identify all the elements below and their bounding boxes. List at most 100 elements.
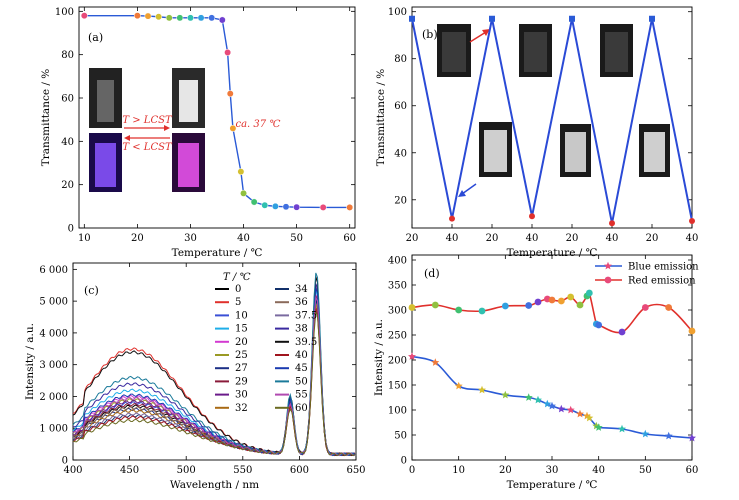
a-vial-photos (89, 68, 205, 192)
x-tick-label: 20 (646, 233, 659, 244)
data-point (689, 217, 695, 224)
x-tick-label: 20 (406, 233, 419, 244)
x-tick-label: 40 (446, 233, 459, 244)
data-point (408, 352, 416, 360)
data-point (155, 13, 163, 21)
x-tick-label: 10 (78, 233, 91, 244)
cuvette-photo-3-inner (605, 32, 628, 72)
legend-label: 29 (235, 376, 248, 387)
x-tick-label: 40 (526, 233, 539, 244)
y-tick-label: 80 (61, 50, 74, 61)
data-point (548, 401, 556, 410)
data-point (548, 296, 556, 304)
legend-label: 30 (235, 390, 248, 401)
panel-label: (a) (88, 31, 103, 44)
data-point (240, 189, 247, 197)
data-point (576, 409, 584, 418)
data-point (618, 328, 626, 336)
data-point (250, 198, 258, 206)
x-axis-label: Wavelength / nm (170, 479, 259, 491)
cool-label: T < LCST (122, 142, 173, 153)
cuvette-photo-1-inner (442, 32, 466, 72)
cuvette-photo-5-inner (565, 132, 586, 172)
y-tick-label: 4 000 (39, 328, 68, 339)
data-point (229, 124, 237, 132)
x-tick-label: 60 (686, 465, 699, 476)
a-data (80, 12, 354, 211)
legend-label: 10 (235, 310, 248, 321)
data-point (237, 168, 245, 176)
x-tick-label: 600 (290, 465, 309, 476)
data-point (534, 395, 542, 404)
blue-emission-line (411, 355, 693, 439)
legend-label: 20 (235, 337, 248, 348)
data-point (319, 203, 327, 211)
d-legend: Blue emission Red emission (595, 262, 699, 287)
y-tick-label: 60 (61, 94, 74, 105)
legend-label: 45 (295, 363, 308, 374)
data-point (501, 390, 510, 399)
y-tick-label: 100 (55, 7, 74, 18)
data-point (218, 16, 226, 24)
legend-label: 39.5 (295, 337, 317, 348)
legend-title: T / ℃ (223, 272, 251, 283)
y-tick-label: 80 (394, 54, 407, 65)
data-point (431, 301, 439, 309)
y-tick-label: 5 000 (39, 297, 68, 308)
data-point (534, 298, 542, 306)
legend-label: 36 (295, 297, 308, 308)
data-point (688, 433, 696, 442)
legend-marker (604, 261, 612, 270)
x-tick-label: 0 (409, 465, 415, 476)
a-axes: 10 20 30 40 50 60 0 20 40 60 80 100 Temperature / ℃ T… (40, 6, 356, 259)
cuvette-photo-6-inner (644, 132, 665, 172)
arrow-to-clear-head (482, 29, 490, 36)
data-point (567, 293, 575, 301)
x-tick-label: 20 (499, 465, 512, 476)
spectrum-line (72, 310, 356, 457)
x-tick-label: 450 (120, 465, 139, 476)
data-point (261, 201, 269, 209)
plot-frame (72, 262, 357, 461)
legend-label: 50 (295, 376, 308, 387)
legend-label: 55 (295, 390, 308, 401)
y-tick-label: 300 (388, 306, 407, 317)
data-point (585, 289, 593, 297)
y-tick-label: 6 000 (39, 265, 68, 276)
y-tick-label: 150 (388, 381, 407, 392)
cycle-line (411, 18, 693, 224)
x-axis-label: Temperature / ℃ (507, 247, 598, 259)
y-tick-label: 350 (388, 281, 407, 292)
x-tick-label: 40 (592, 465, 605, 476)
data-point (664, 431, 673, 440)
cuvette-photo-4-inner (484, 130, 507, 172)
arrow-to-clear (469, 31, 487, 43)
arrow-to-turbid-head (458, 190, 466, 197)
panel-label: (c) (84, 284, 99, 297)
data-point (144, 12, 152, 20)
legend-label: 25 (235, 350, 248, 361)
legend-label: 40 (295, 350, 308, 361)
data-point (557, 404, 566, 413)
data-point (449, 215, 455, 222)
data-point (501, 302, 509, 310)
data-point (641, 304, 649, 311)
data-point (197, 14, 205, 22)
data-point (431, 358, 440, 366)
data-point (133, 12, 141, 20)
data-point (557, 297, 565, 305)
x-tick-label: 550 (233, 465, 252, 476)
panel-label: (d) (424, 267, 440, 280)
data-point (282, 203, 290, 211)
x-axis-label: Temperature / ℃ (172, 247, 263, 259)
data-point (649, 15, 655, 22)
legend-label: 32 (235, 403, 248, 414)
y-tick-label: 0 (401, 456, 407, 467)
data-point (525, 302, 533, 309)
x-tick-label: 40 (237, 233, 250, 244)
plot-frame (411, 6, 693, 229)
vial-photo-clear-inner (97, 80, 114, 122)
data-point (478, 385, 486, 394)
data-point (489, 15, 495, 22)
x-tick-label: 40 (606, 233, 619, 244)
